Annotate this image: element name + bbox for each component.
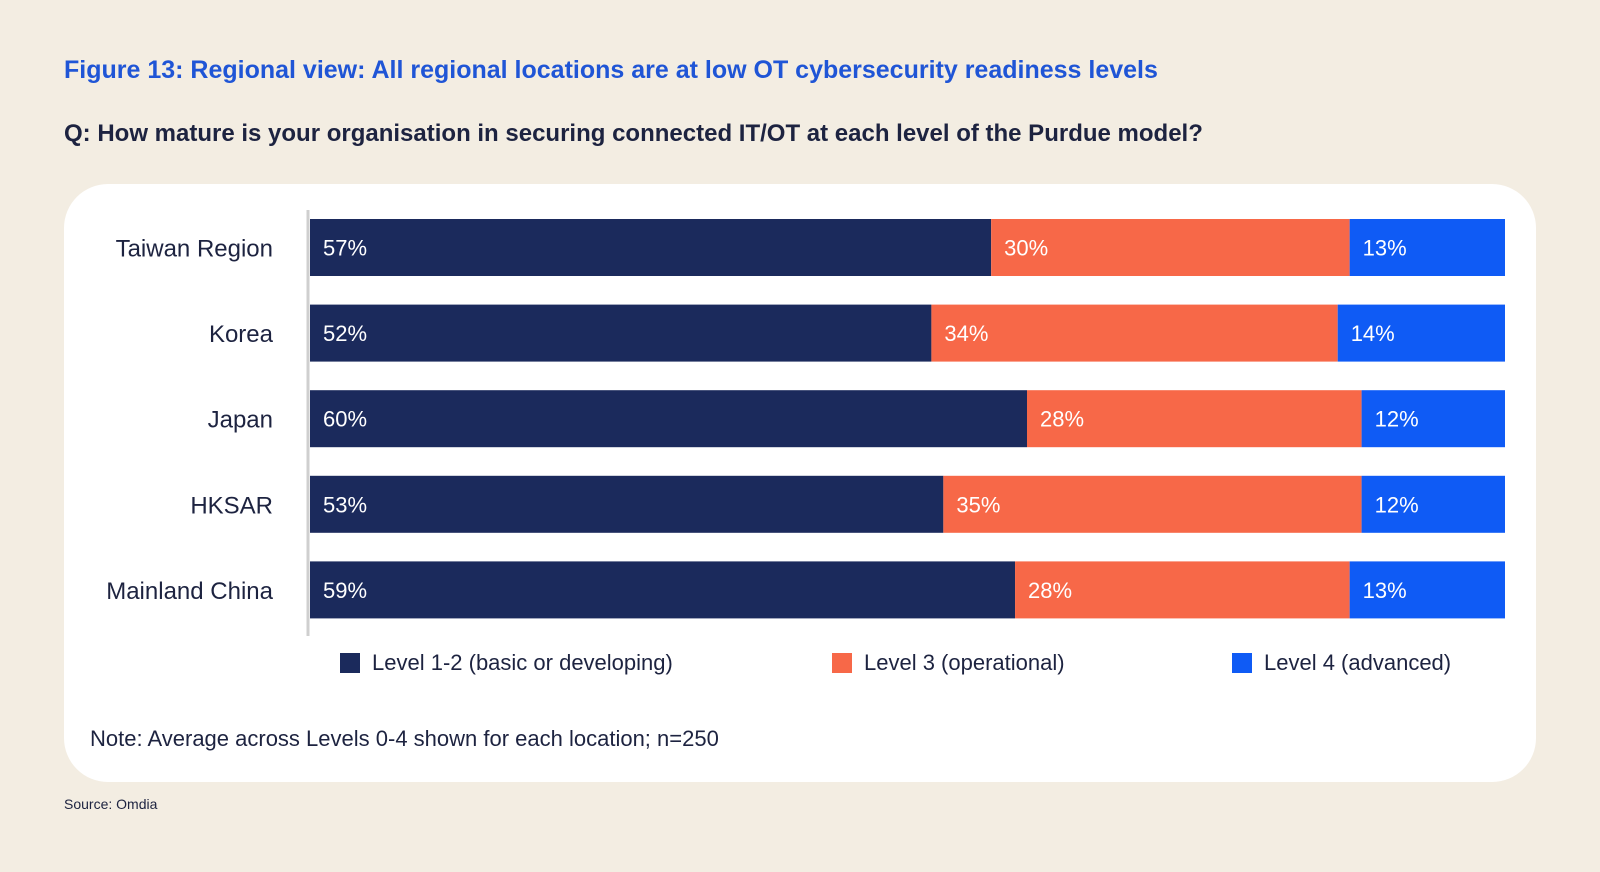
data-label-taiwan-region-level3: 30% <box>1004 236 1048 261</box>
legend-label-level3: Level 3 (operational) <box>864 650 1065 675</box>
category-label-korea: Korea <box>209 321 274 348</box>
legend-swatch-level4 <box>1232 653 1252 673</box>
data-label-japan-level12: 60% <box>323 407 367 432</box>
legend-item-level4: Level 4 (advanced) <box>1232 648 1451 678</box>
legend-label-level12: Level 1-2 (basic or developing) <box>372 650 673 675</box>
bar-japan-level3 <box>1027 390 1362 448</box>
data-label-taiwan-region-level12: 57% <box>323 236 367 261</box>
bar-hksar-level3 <box>943 475 1362 533</box>
bar-mainland-china-level12 <box>310 561 1016 619</box>
source-text: Source: Omdia <box>64 796 158 812</box>
legend-item-level3: Level 3 (operational) <box>832 648 1065 678</box>
bar-taiwan-region-level4 <box>1349 219 1505 276</box>
question-text: Q: How mature is your organisation in se… <box>64 120 1203 147</box>
category-label-japan: Japan <box>208 407 273 434</box>
data-label-mainland-china-level4: 13% <box>1363 578 1407 603</box>
data-label-japan-level4: 12% <box>1375 407 1419 432</box>
bar-hksar-level4 <box>1361 475 1505 533</box>
legend-item-level12: Level 1-2 (basic or developing) <box>340 648 673 678</box>
bar-korea-level3 <box>931 304 1338 362</box>
legend-swatch-level12 <box>340 653 360 673</box>
data-label-mainland-china-level12: 59% <box>323 578 367 603</box>
bar-mainland-china-level4 <box>1349 561 1505 619</box>
data-label-taiwan-region-level4: 13% <box>1363 236 1407 261</box>
bar-hksar-level12 <box>310 475 944 533</box>
legend-swatch-level3 <box>832 653 852 673</box>
data-label-korea-level3: 34% <box>944 321 988 346</box>
bar-korea-level12 <box>310 304 932 362</box>
bar-korea-level4 <box>1337 304 1505 362</box>
bar-taiwan-region-level12 <box>310 219 992 276</box>
data-label-hksar-level12: 53% <box>323 492 367 517</box>
data-label-hksar-level4: 12% <box>1375 492 1419 517</box>
bar-taiwan-region-level3 <box>991 219 1350 276</box>
data-label-japan-level3: 28% <box>1040 407 1084 432</box>
bar-japan-level4 <box>1361 390 1505 448</box>
data-label-korea-level12: 52% <box>323 321 367 346</box>
category-label-taiwan-region: Taiwan Region <box>116 236 273 263</box>
chart-note: Note: Average across Levels 0-4 shown fo… <box>90 726 719 751</box>
category-label-hksar: HKSAR <box>190 492 273 519</box>
data-label-hksar-level3: 35% <box>956 492 1000 517</box>
legend-label-level4: Level 4 (advanced) <box>1264 650 1452 675</box>
data-label-korea-level4: 14% <box>1351 321 1395 346</box>
category-label-mainland-china: Mainland China <box>106 578 273 605</box>
bar-mainland-china-level3 <box>1015 561 1350 619</box>
bar-japan-level12 <box>310 390 1027 448</box>
data-label-mainland-china-level3: 28% <box>1028 578 1072 603</box>
figure-title: Figure 13: Regional view: All regional l… <box>64 56 1158 84</box>
